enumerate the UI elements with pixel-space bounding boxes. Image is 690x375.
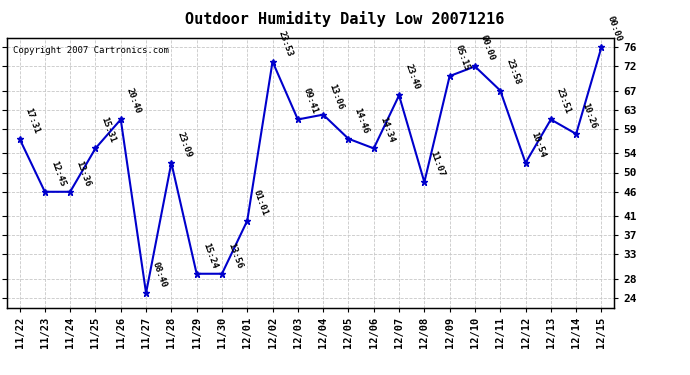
Text: Copyright 2007 Cartronics.com: Copyright 2007 Cartronics.com — [13, 46, 169, 55]
Text: 13:36: 13:36 — [75, 159, 92, 188]
Text: 10:26: 10:26 — [580, 101, 598, 130]
Text: 11:07: 11:07 — [428, 150, 446, 178]
Text: 09:41: 09:41 — [302, 87, 319, 115]
Text: 01:01: 01:01 — [251, 188, 269, 216]
Text: 23:09: 23:09 — [175, 130, 193, 159]
Text: 13:06: 13:06 — [327, 82, 345, 111]
Text: 05:15: 05:15 — [454, 44, 471, 72]
Text: 17:31: 17:31 — [23, 106, 41, 135]
Text: 23:51: 23:51 — [555, 87, 573, 115]
Text: 23:58: 23:58 — [504, 58, 522, 86]
Text: 14:46: 14:46 — [353, 106, 371, 135]
Text: 08:40: 08:40 — [150, 261, 168, 289]
Text: 12:45: 12:45 — [49, 159, 67, 188]
Text: 14:34: 14:34 — [378, 116, 395, 144]
Text: 20:40: 20:40 — [125, 87, 143, 115]
Text: 15:31: 15:31 — [99, 116, 117, 144]
Text: 13:56: 13:56 — [226, 241, 244, 270]
Text: 00:00: 00:00 — [606, 15, 623, 43]
Text: 23:53: 23:53 — [277, 29, 295, 57]
Text: 00:00: 00:00 — [479, 34, 497, 62]
Text: 15:24: 15:24 — [201, 241, 219, 270]
Text: Outdoor Humidity Daily Low 20071216: Outdoor Humidity Daily Low 20071216 — [186, 11, 504, 27]
Text: 23:40: 23:40 — [403, 63, 421, 91]
Text: 10:54: 10:54 — [530, 130, 547, 159]
